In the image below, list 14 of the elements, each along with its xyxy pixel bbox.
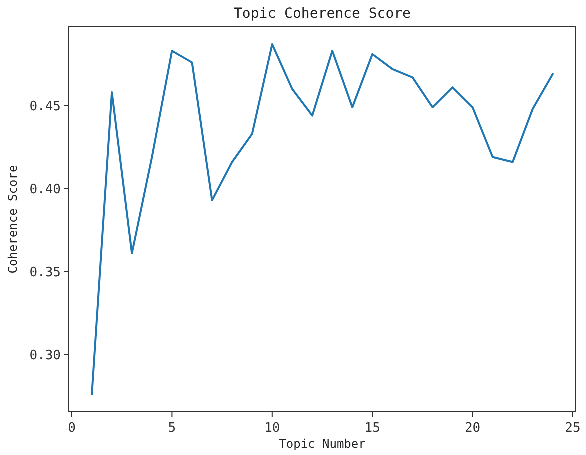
y-tick-label: 0.30 [30,348,61,364]
x-tick-label: 10 [264,421,280,436]
x-tick-label: 5 [168,421,176,436]
y-axis-title: Coherence Score [6,165,20,274]
y-tick-label: 0.35 [30,265,61,280]
y-tick-label: 0.40 [30,182,61,198]
y-tick-label: 0.45 [30,99,61,114]
line-series [91,43,554,396]
x-tick-label: 20 [464,421,481,436]
chart-title: Topic Coherence Score [234,6,412,22]
x-tick-label: 15 [364,421,380,436]
x-tick-label: 25 [565,421,581,436]
x-tick-label: 0 [68,421,76,436]
x-axis-title: Topic Number [279,437,366,451]
